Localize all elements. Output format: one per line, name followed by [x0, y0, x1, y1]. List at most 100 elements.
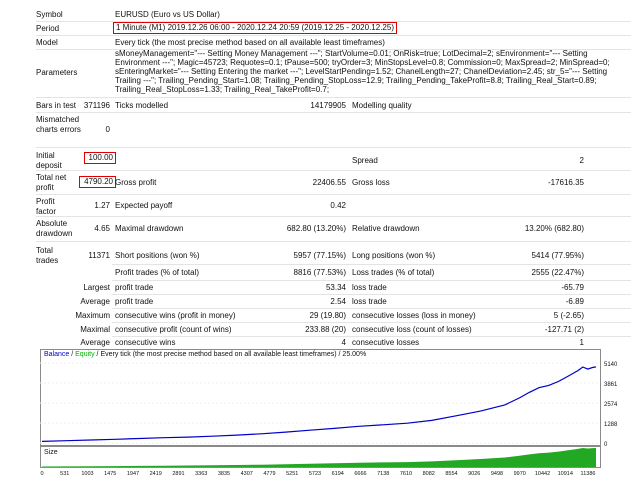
long-positions-label: Long positions (won %): [352, 251, 436, 260]
row-divider: [112, 280, 631, 281]
net-profit-value: 4790.20: [79, 176, 116, 188]
total-trades-value: 11371: [88, 251, 110, 260]
x-tick-label: 3835: [218, 471, 230, 477]
avg-cons-wins-label: consecutive wins: [115, 338, 176, 347]
largest-loss-value: -65.79: [561, 283, 584, 292]
mismatched-label: Mismatched charts errors: [36, 115, 81, 134]
x-tick-label: 11386: [581, 471, 596, 477]
row-divider: [36, 49, 631, 50]
average-profit-value: 2.54: [330, 297, 346, 306]
maximal-cons-profit-value: 233.88 (20): [305, 325, 346, 334]
row-divider: [36, 35, 631, 36]
gross-profit-label: Gross profit: [115, 178, 157, 187]
gross-profit-value: 22406.55: [312, 178, 346, 187]
parameters-line: Trailing_Real_StopLoss=1.33; Trailing_Re…: [115, 85, 330, 94]
expected-payoff-label: Expected payoff: [115, 201, 173, 210]
balance-chart: Balance / Equity / Every tick (the most …: [40, 349, 622, 477]
legend-balance: Balance: [44, 351, 69, 358]
row-divider: [36, 194, 631, 195]
x-tick-label: 8082: [423, 471, 435, 477]
x-tick-label: 1475: [104, 471, 116, 477]
largest-label: Largest: [83, 283, 110, 292]
x-tick-label: 7610: [400, 471, 412, 477]
average2-label: Average: [80, 338, 110, 347]
spread-label: Spread: [352, 156, 378, 165]
initial-deposit-value: 100.00: [84, 152, 116, 164]
short-positions-value: 5957 (77.15%): [293, 251, 346, 260]
y-tick-label: 3861: [604, 382, 618, 388]
x-tick-label: 6666: [354, 471, 366, 477]
short-positions-label: Short positions (won %): [115, 251, 200, 260]
loss-trades-label: Loss trades (% of total): [352, 268, 435, 277]
size-label: Size: [44, 449, 58, 456]
x-tick-label: 5723: [309, 471, 321, 477]
symbol-label: Symbol: [36, 10, 63, 19]
max-drawdown-value: 682.80 (13.20%): [286, 224, 346, 233]
average-label: Average: [80, 297, 110, 306]
average-loss-label: loss trade: [352, 297, 387, 306]
balance-plot-frame: [40, 349, 601, 446]
x-tick-label: 8554: [445, 471, 457, 477]
row-divider: [36, 170, 631, 171]
balance-chart-svg: Balance / Equity / Every tick (the most …: [40, 349, 618, 477]
avg-cons-losses-value: 1: [579, 338, 584, 347]
x-tick-label: 0: [40, 471, 43, 477]
average-loss-value: -6.89: [565, 297, 584, 306]
rel-drawdown-label: Relative drawdown: [352, 224, 420, 233]
loss-trades-value: 2555 (22.47%): [531, 268, 584, 277]
abs-drawdown-value: 4.65: [94, 224, 110, 233]
row-divider: [36, 216, 631, 217]
period-value: 1 Minute (M1) 2019.12.26 06:00 - 2020.12…: [113, 22, 397, 34]
x-tick-label: 7138: [377, 471, 389, 477]
avg-cons-wins-value: 4: [341, 338, 346, 347]
ticks-value: 14179905: [310, 101, 346, 110]
x-tick-label: 4779: [263, 471, 275, 477]
x-tick-label: 10442: [535, 471, 550, 477]
x-tick-label: 5251: [286, 471, 298, 477]
symbol-value: EURUSD (Euro vs US Dollar): [115, 10, 220, 19]
x-tick-label: 531: [60, 471, 69, 477]
row-divider: [112, 264, 631, 265]
x-tick-label: 3363: [195, 471, 207, 477]
rel-drawdown-value: 13.20% (682.80): [524, 224, 584, 233]
row-divider: [112, 294, 631, 295]
y-tick-label: 1288: [604, 422, 618, 428]
avg-cons-losses-label: consecutive losses: [352, 338, 420, 347]
max-drawdown-label: Maximal drawdown: [115, 224, 184, 233]
max-cons-losses-value: 5 (-2.65): [553, 311, 584, 320]
x-tick-label: 1947: [127, 471, 139, 477]
spread-value: 2: [579, 156, 584, 165]
bars-label: Bars in test: [36, 101, 77, 110]
model-label: Model: [36, 38, 58, 47]
chart-header: Balance / Equity / Every tick (the most …: [44, 351, 366, 358]
x-tick-label: 4307: [241, 471, 253, 477]
bars-value: 371196: [83, 101, 110, 110]
parameters-line: sMoneyManagement="--- Setting Money Mana…: [115, 49, 588, 58]
profit-trades-label: Profit trades (% of total): [115, 268, 200, 277]
largest-loss-label: loss trade: [352, 283, 387, 292]
row-divider: [36, 241, 631, 242]
maximal-cons-loss-label: consecutive loss (count of losses): [352, 325, 472, 334]
abs-drawdown-label: Absolute drawdown: [36, 219, 73, 238]
maximum-label: Maximum: [75, 311, 110, 320]
gross-loss-label: Gross loss: [352, 178, 390, 187]
chart-header-rest: / Every tick (the most precise method ba…: [95, 351, 367, 358]
long-positions-value: 5414 (77.95%): [531, 251, 584, 260]
y-tick-label: 2574: [604, 402, 618, 408]
quality-label: Modelling quality: [352, 101, 412, 110]
mismatched-value: 0: [105, 125, 110, 134]
max-cons-wins-value: 29 (19.80): [309, 311, 346, 320]
balance-line: [41, 366, 597, 442]
x-tick-label: 9498: [491, 471, 503, 477]
period-label: Period: [36, 24, 60, 33]
profit-trades-value: 8816 (77.53%): [293, 268, 346, 277]
x-tick-label: 9970: [514, 471, 526, 477]
legend-equity: Equity: [75, 351, 95, 358]
max-cons-wins-label: consecutive wins (profit in money): [115, 311, 236, 320]
maximal-label: Maximal: [80, 325, 110, 334]
gross-loss-value: -17616.35: [547, 178, 584, 187]
expected-payoff-value: 0.42: [330, 201, 346, 210]
x-tick-label: 9026: [468, 471, 480, 477]
x-tick-label: 6194: [332, 471, 344, 477]
legend-slash: /: [69, 351, 75, 358]
